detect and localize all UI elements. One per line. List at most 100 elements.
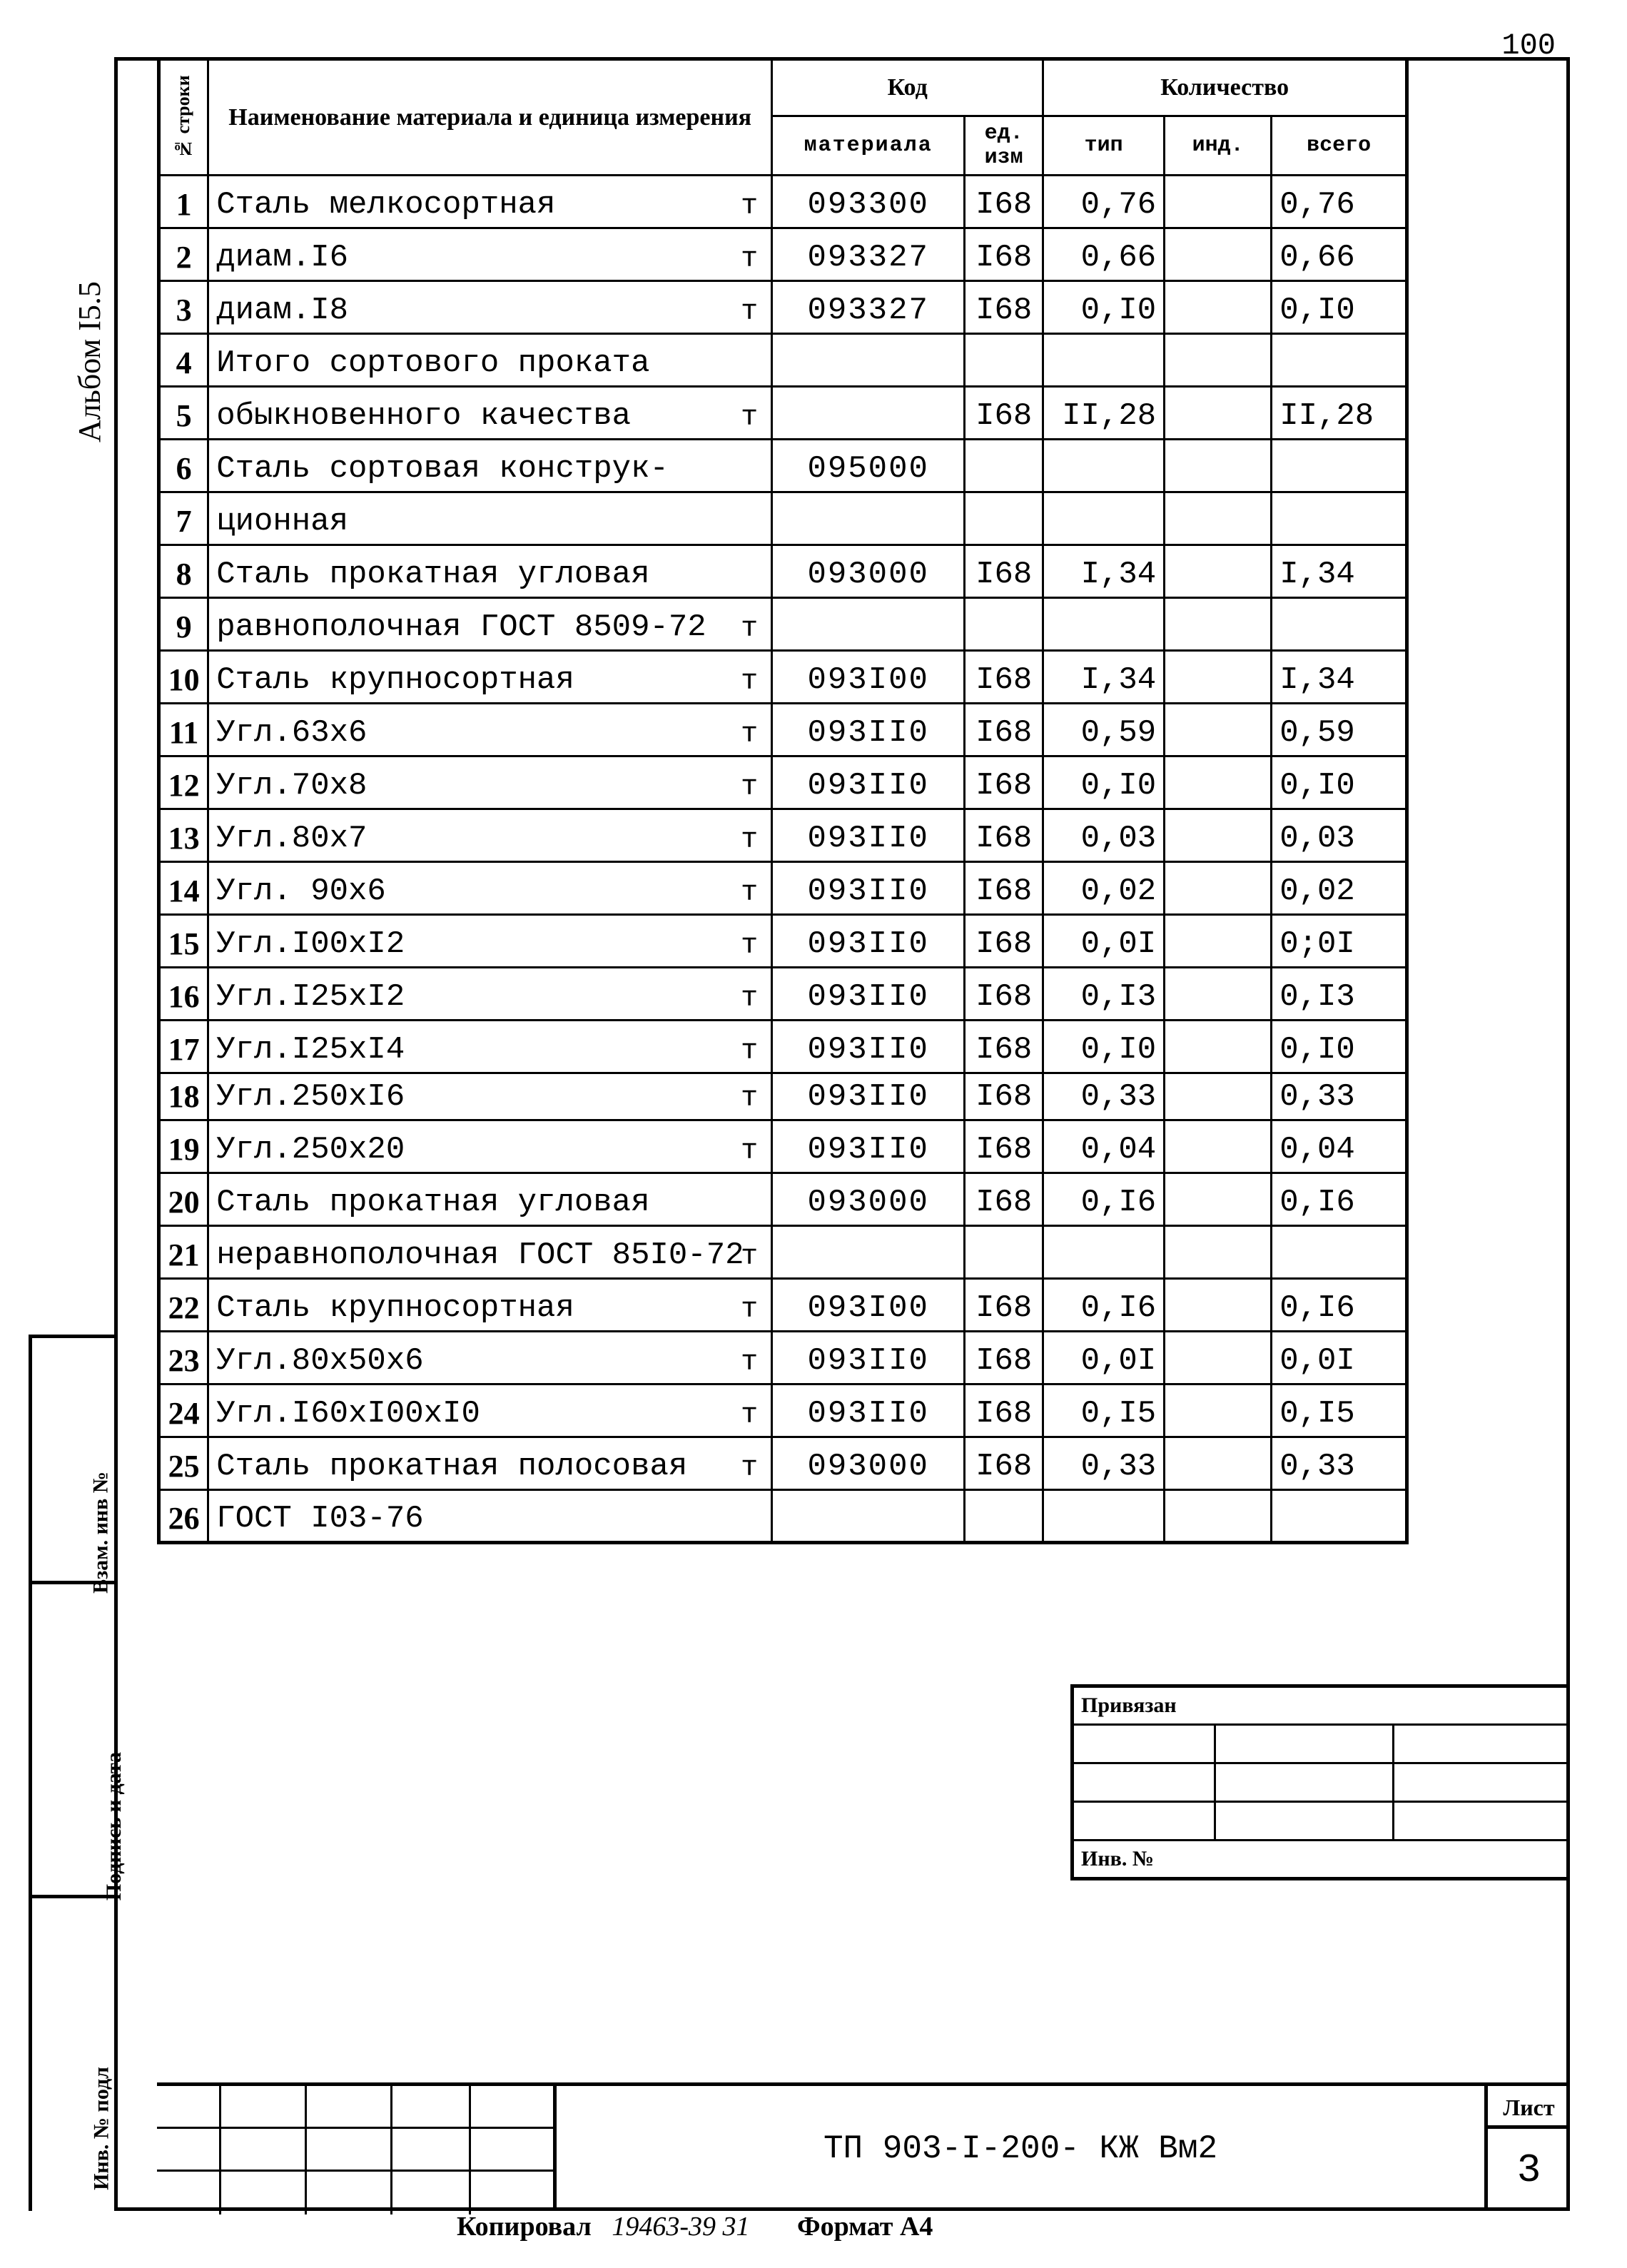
row-number: 5	[159, 387, 208, 440]
title-block-left	[157, 2086, 557, 2211]
ed-izm: I68	[965, 281, 1043, 334]
qty-total: 0,I0	[1272, 756, 1407, 809]
material-code: 093II0	[772, 756, 965, 809]
material-code: 093I00	[772, 651, 965, 704]
material-name-text: Угл.I60хI00хI0	[216, 1396, 480, 1432]
qty-tip: II,28	[1043, 387, 1165, 440]
unit-mark: т	[741, 719, 758, 751]
row-number: 18	[159, 1073, 208, 1120]
row-number: 19	[159, 1120, 208, 1173]
material-code: 093II0	[772, 1120, 965, 1173]
qty-total	[1272, 334, 1407, 387]
table-row: 16Угл.I25хI2т093II0I680,I30,I3	[159, 968, 1407, 1021]
material-name-text: Сталь прокатная полосовая	[216, 1449, 687, 1484]
unit-mark: т	[741, 771, 758, 804]
ed-izm: I68	[965, 1173, 1043, 1226]
unit-mark: т	[741, 613, 758, 645]
material-code: 093II0	[772, 809, 965, 862]
table-row: 26ГОСТ I03-76	[159, 1490, 1407, 1543]
qty-tip: I,34	[1043, 651, 1165, 704]
row-number: 24	[159, 1384, 208, 1437]
material-name: Сталь крупносортнаят	[208, 651, 772, 704]
materials-table: № строки Наименование материала и единиц…	[157, 57, 1409, 1544]
material-name-text: Сталь крупносортная	[216, 662, 574, 698]
ed-izm: I68	[965, 228, 1043, 281]
ed-izm: I68	[965, 1279, 1043, 1332]
sheet-label: Лист	[1488, 2086, 1570, 2129]
qty-total: 0,I5	[1272, 1384, 1407, 1437]
qty-tip	[1043, 334, 1165, 387]
table-body: 1Сталь мелкосортнаят093300I680,760,762ди…	[159, 176, 1407, 1543]
unit-mark: т	[741, 1294, 758, 1326]
qty-ind	[1165, 387, 1272, 440]
unit-mark: т	[741, 1347, 758, 1379]
qty-total: 0,I6	[1272, 1279, 1407, 1332]
priv-table: Привязан Инв. №	[1070, 1684, 1570, 1880]
material-name-text: Угл.I25хI4	[216, 1032, 405, 1068]
qty-total: I,34	[1272, 545, 1407, 598]
qty-tip: 0,I0	[1043, 1021, 1165, 1073]
sheet-number: 3	[1488, 2129, 1570, 2211]
qty-tip: 0,I6	[1043, 1279, 1165, 1332]
material-name-text: Угл.80х50х6	[216, 1343, 423, 1379]
qty-total	[1272, 492, 1407, 545]
qty-ind	[1165, 598, 1272, 651]
qty-total	[1272, 1226, 1407, 1279]
material-code: 093II0	[772, 862, 965, 915]
footer-kopiroval-hand: 19463-39 31	[612, 2212, 749, 2242]
material-name: Угл.I25хI4т	[208, 1021, 772, 1073]
table-row: 15Угл.I00хI2т093II0I680,0I0;0I	[159, 915, 1407, 968]
table-row: 7ционная	[159, 492, 1407, 545]
row-number: 11	[159, 704, 208, 756]
qty-tip: 0,04	[1043, 1120, 1165, 1173]
material-name-text: неравнополочная ГОСТ 85I0-72	[216, 1237, 744, 1273]
lower-block: Привязан Инв. № ТП 903-I-200- КЖ Вм2 Лис…	[157, 1684, 1570, 2211]
qty-ind	[1165, 1384, 1272, 1437]
material-name: Сталь сортовая конструк-	[208, 440, 772, 492]
qty-ind	[1165, 704, 1272, 756]
inv-label: Инв. №	[1073, 1841, 1568, 1879]
qty-ind	[1165, 1332, 1272, 1384]
material-name: Угл.I60хI00хI0т	[208, 1384, 772, 1437]
ed-izm: I68	[965, 809, 1043, 862]
ed-izm: I68	[965, 915, 1043, 968]
material-name: Угл.I00хI2т	[208, 915, 772, 968]
table-row: 19Угл.250х20т093II0I680,040,04	[159, 1120, 1407, 1173]
qty-total	[1272, 1490, 1407, 1543]
col-header-qty-group: Количество	[1043, 59, 1407, 116]
qty-tip: 0,I3	[1043, 968, 1165, 1021]
material-code	[772, 387, 965, 440]
table-row: 24Угл.I60хI00хI0т093II0I680,I50,I5	[159, 1384, 1407, 1437]
row-number: 22	[159, 1279, 208, 1332]
material-name: Сталь прокатная угловая	[208, 545, 772, 598]
qty-tip: 0,03	[1043, 809, 1165, 862]
material-name-text: Угл. 90х6	[216, 874, 386, 909]
material-code: 093I00	[772, 1279, 965, 1332]
material-name: Угл.250х20т	[208, 1120, 772, 1173]
ed-izm: I68	[965, 968, 1043, 1021]
qty-total: 0,04	[1272, 1120, 1407, 1173]
unit-mark: т	[741, 1135, 758, 1168]
material-code: 093II0	[772, 1384, 965, 1437]
material-name: ГОСТ I03-76	[208, 1490, 772, 1543]
table-row: 6Сталь сортовая конструк-095000	[159, 440, 1407, 492]
material-code: 093000	[772, 1437, 965, 1490]
qty-total: 0,03	[1272, 809, 1407, 862]
table-row: 2диам.I6т093327I680,660,66	[159, 228, 1407, 281]
material-name-text: Сталь прокатная угловая	[216, 1185, 649, 1220]
ed-izm	[965, 1226, 1043, 1279]
qty-ind	[1165, 756, 1272, 809]
ed-izm	[965, 492, 1043, 545]
qty-ind	[1165, 281, 1272, 334]
material-name-text: Итого сортового проката	[216, 345, 649, 381]
material-name: Угл.70х8т	[208, 756, 772, 809]
ed-izm: I68	[965, 176, 1043, 228]
material-name: неравнополочная ГОСТ 85I0-72т	[208, 1226, 772, 1279]
qty-ind	[1165, 176, 1272, 228]
material-name: обыкновенного качестват	[208, 387, 772, 440]
material-name: Сталь прокатная полосоваят	[208, 1437, 772, 1490]
qty-total: 0,66	[1272, 228, 1407, 281]
material-name-text: Угл.80х7	[216, 821, 367, 856]
unit-mark: т	[741, 1241, 758, 1273]
qty-tip: 0,0I	[1043, 1332, 1165, 1384]
